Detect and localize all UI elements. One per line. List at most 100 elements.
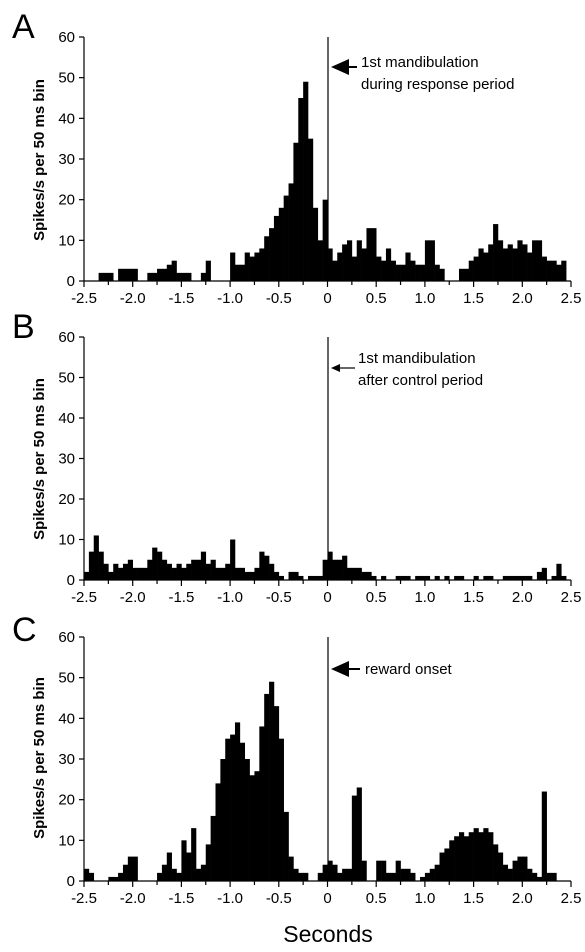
histogram-bar (434, 264, 440, 281)
histogram-bar (273, 571, 280, 580)
histogram-bar (200, 551, 207, 580)
y-ticks-a: 0 10 20 30 40 50 60 (58, 29, 84, 290)
histogram-bar (254, 252, 260, 281)
histogram-bar (512, 575, 518, 580)
histogram-bar (278, 738, 284, 881)
histogram-bar (84, 868, 90, 881)
histogram-bar (415, 575, 421, 580)
histogram-bar (249, 775, 255, 881)
histogram-bar (458, 575, 465, 580)
histogram-bar (259, 248, 265, 281)
x-tick-label: -1.5 (168, 890, 194, 907)
histogram-bar (493, 844, 499, 881)
histogram-bar (327, 860, 333, 881)
histogram-bar (176, 872, 182, 881)
histogram-bar (264, 693, 270, 881)
histogram-bar (244, 571, 250, 580)
x-tick-label: -1.0 (217, 290, 243, 307)
histogram-bar (205, 260, 211, 281)
annotation-arrowhead-c (331, 661, 349, 677)
histogram-bar (108, 272, 114, 281)
histogram-bar (191, 828, 197, 881)
histogram-bar (288, 571, 294, 580)
x-tick-label: 2.0 (512, 290, 533, 307)
histogram-bar (84, 571, 90, 580)
histogram-bar (337, 559, 343, 580)
y-axis-label-c: Spikes/s per 50 ms bin (31, 677, 48, 839)
histogram-bar (239, 264, 246, 281)
y-tick-label: 0 (67, 273, 75, 290)
histogram-bar (298, 872, 304, 881)
annotation-arrow-c (331, 661, 360, 677)
histogram-bar (517, 240, 523, 281)
histogram-bar (269, 563, 275, 580)
histogram-bar (122, 268, 129, 281)
histogram-bar (468, 832, 474, 881)
x-tick-label: 0.5 (366, 890, 387, 907)
histogram-bar (395, 575, 401, 580)
histogram-bar (488, 244, 494, 281)
histogram-bar (420, 264, 426, 281)
histogram-bar (230, 734, 236, 881)
panel-letter-b: B (12, 308, 35, 346)
histogram-bar (200, 864, 207, 881)
histogram-bar (88, 872, 95, 881)
histogram-bar (512, 860, 518, 881)
histogram-bar (317, 872, 323, 881)
histogram-bar (327, 248, 333, 281)
y-tick-label: 0 (67, 572, 75, 589)
histogram-bar (176, 272, 182, 281)
histogram-bar (483, 252, 489, 281)
y-tick-label: 30 (58, 151, 75, 168)
histogram-bar (166, 264, 172, 281)
x-tick-label: -1.0 (217, 589, 243, 606)
histogram-bar (196, 559, 202, 580)
histogram-bar (458, 268, 465, 281)
histogram-bar (356, 240, 362, 281)
histogram-bar (127, 856, 133, 881)
panel-a: A Spikes/s per 50 ms bin 0 10 20 30 40 50 60 -… (12, 8, 581, 307)
x-tick-label: 2.0 (512, 890, 533, 907)
histogram-bar (507, 575, 513, 580)
histogram-bar (400, 575, 406, 580)
histogram-bar (113, 563, 119, 580)
histogram-bar (254, 567, 260, 580)
x-tick-label: 1.5 (463, 890, 484, 907)
histogram-bar (196, 868, 202, 881)
histogram-bar (327, 551, 333, 580)
x-ticks-a: -2.5 -2.0 -1.5 -1.0 -0.5 0 0.5 1.0 1.5 2.0 2.5 (71, 281, 581, 307)
histogram-bar (424, 872, 431, 881)
histogram-bar (463, 268, 470, 281)
histogram-bar (400, 868, 406, 881)
histogram-bar (415, 264, 421, 281)
histogram-bar (507, 244, 513, 281)
histogram-bar (122, 864, 129, 881)
histogram-bar (405, 252, 411, 281)
histogram-bar (308, 138, 314, 281)
x-tick-label: 2.5 (561, 890, 582, 907)
x-tick-label: 0 (323, 589, 331, 606)
histogram-bar (405, 868, 411, 881)
histogram-bar (269, 228, 275, 281)
histogram-bar (161, 268, 168, 281)
histogram-bar (478, 832, 484, 881)
histogram-bar (152, 547, 158, 580)
histogram-bar (230, 252, 236, 281)
y-tick-label: 10 (58, 232, 75, 249)
histogram-bar (239, 742, 246, 881)
histogram-bar (502, 575, 508, 580)
x-tick-label: 1.0 (414, 890, 435, 907)
histogram-bar (337, 252, 343, 281)
histogram-bar (444, 575, 450, 580)
histogram-bar (351, 256, 358, 281)
x-tick-label: -0.5 (266, 290, 292, 307)
histogram-bar (137, 567, 143, 580)
x-tick-label: -2.0 (120, 589, 146, 606)
histogram-bar (420, 575, 426, 580)
histogram-bar (541, 256, 547, 281)
histogram-bar (303, 81, 309, 281)
x-tick-label: -0.5 (266, 890, 292, 907)
histogram-bar (361, 860, 367, 881)
histogram-bar (147, 559, 153, 580)
x-tick-label: -1.0 (217, 890, 243, 907)
